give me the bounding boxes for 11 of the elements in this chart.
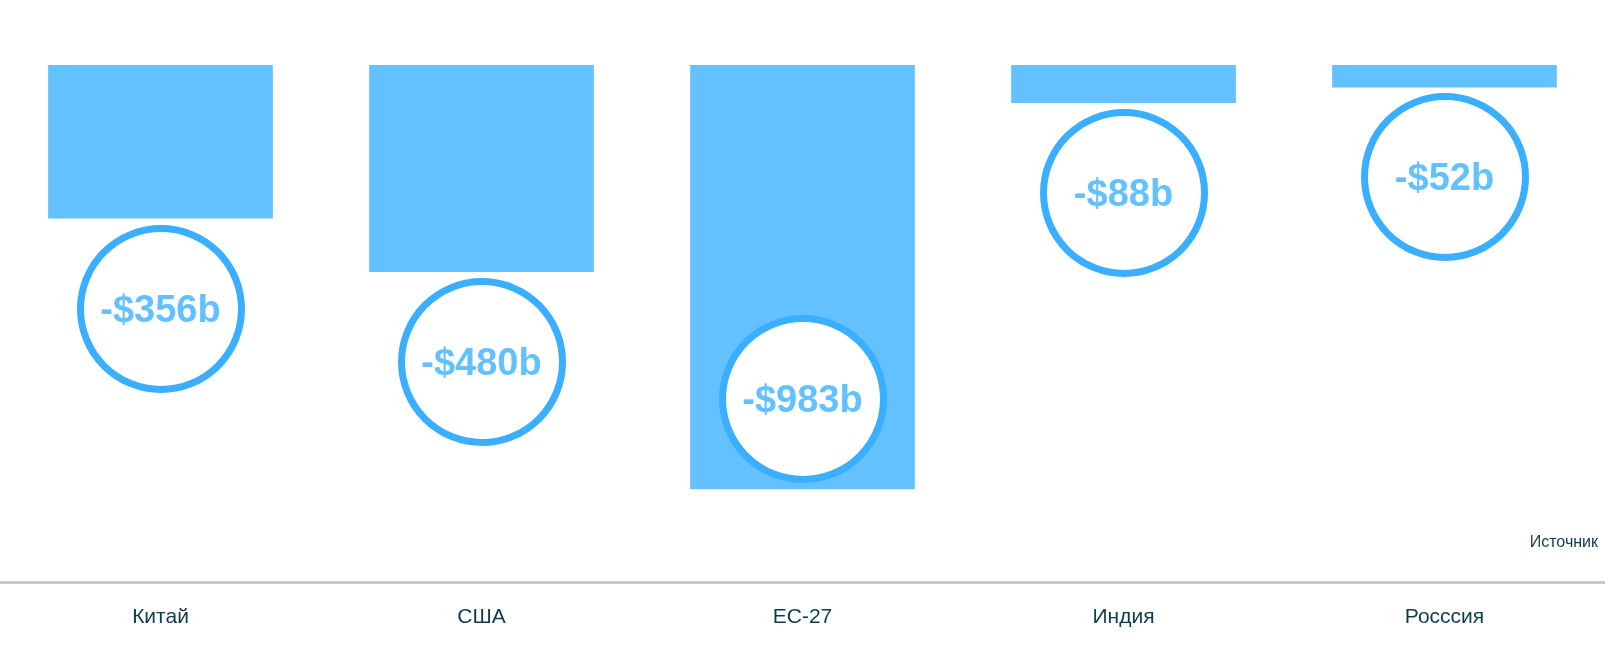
data-label: -$983b	[742, 377, 863, 421]
x-tick-label: Росссия	[1404, 604, 1485, 628]
annotation: Источник	[1529, 533, 1599, 551]
data-label: -$356b	[100, 287, 221, 331]
data-label: -$88b	[1073, 171, 1174, 215]
x-tick-label: Китай	[132, 604, 189, 628]
x-tick-label: США	[457, 604, 506, 628]
data-label: -$480b	[421, 340, 542, 384]
x-tick-label: ЕС-27	[772, 604, 833, 628]
x-tick-label: Индия	[1092, 604, 1155, 628]
data-label: -$52b	[1394, 155, 1495, 199]
